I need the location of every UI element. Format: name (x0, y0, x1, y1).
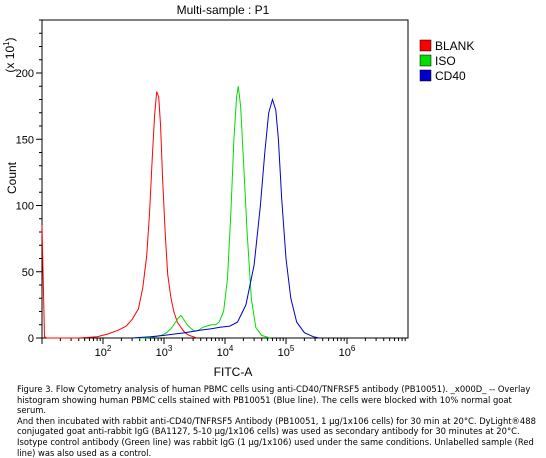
chart-title: Multi-sample : P1 (177, 3, 270, 17)
y-axis-label: Count (5, 161, 19, 194)
figure-caption: Figure 3. Flow Cytometry analysis of hum… (17, 384, 537, 458)
y-axis-multiplier: (x 101) (2, 37, 17, 72)
plot-frame (41, 19, 409, 339)
legend-swatch-cd40 (419, 69, 432, 82)
series-blank-line (41, 91, 198, 339)
series-cd40-line (132, 97, 320, 339)
y-axis: 0 50 100 150 200 (16, 19, 42, 345)
caption-line-3: And then incubated with rabbit anti-CD40… (17, 415, 536, 426)
caption-line-4: conjugated goat anti-rabbit IgG (BA1127,… (17, 426, 520, 437)
y-tick-label: 50 (22, 267, 34, 279)
caption-line-2: histogram showing human PBMC cells stain… (17, 394, 512, 416)
x-tick-label: 103 (156, 344, 173, 359)
x-tick-label: 104 (217, 344, 234, 359)
x-axis: 102 103 104 105 106 (41, 338, 406, 359)
legend-label-iso: ISO (435, 54, 456, 68)
x-axis-label: FITC-A (214, 365, 253, 379)
svg-text:(x 101): (x 101) (2, 37, 17, 72)
legend-swatch-iso (419, 54, 432, 67)
y-tick-label: 0 (28, 333, 34, 345)
x-tick-label: 106 (339, 344, 356, 359)
y-tick-label: 200 (16, 68, 34, 80)
x-tick-label: 105 (278, 344, 295, 359)
caption-line-6: line) was also used as a control. (17, 447, 152, 458)
x-tick-label: 102 (95, 344, 112, 359)
flow-cytometry-histogram: Multi-sample : P1 (x 101) Count FITC-A 0… (2, 3, 474, 379)
legend-label-cd40: CD40 (435, 69, 466, 83)
caption-line-5: Isotype control antibody (Green line) wa… (17, 436, 534, 447)
legend-swatch-blank (419, 39, 432, 52)
series-layer (41, 86, 320, 339)
legend-label-blank: BLANK (435, 39, 474, 53)
y-tick-label: 100 (16, 201, 34, 213)
y-tick-label: 150 (16, 134, 34, 146)
caption-line-1: Figure 3. Flow Cytometry analysis of hum… (17, 384, 531, 394)
plot-area (41, 19, 409, 339)
series-iso-line (132, 86, 271, 339)
